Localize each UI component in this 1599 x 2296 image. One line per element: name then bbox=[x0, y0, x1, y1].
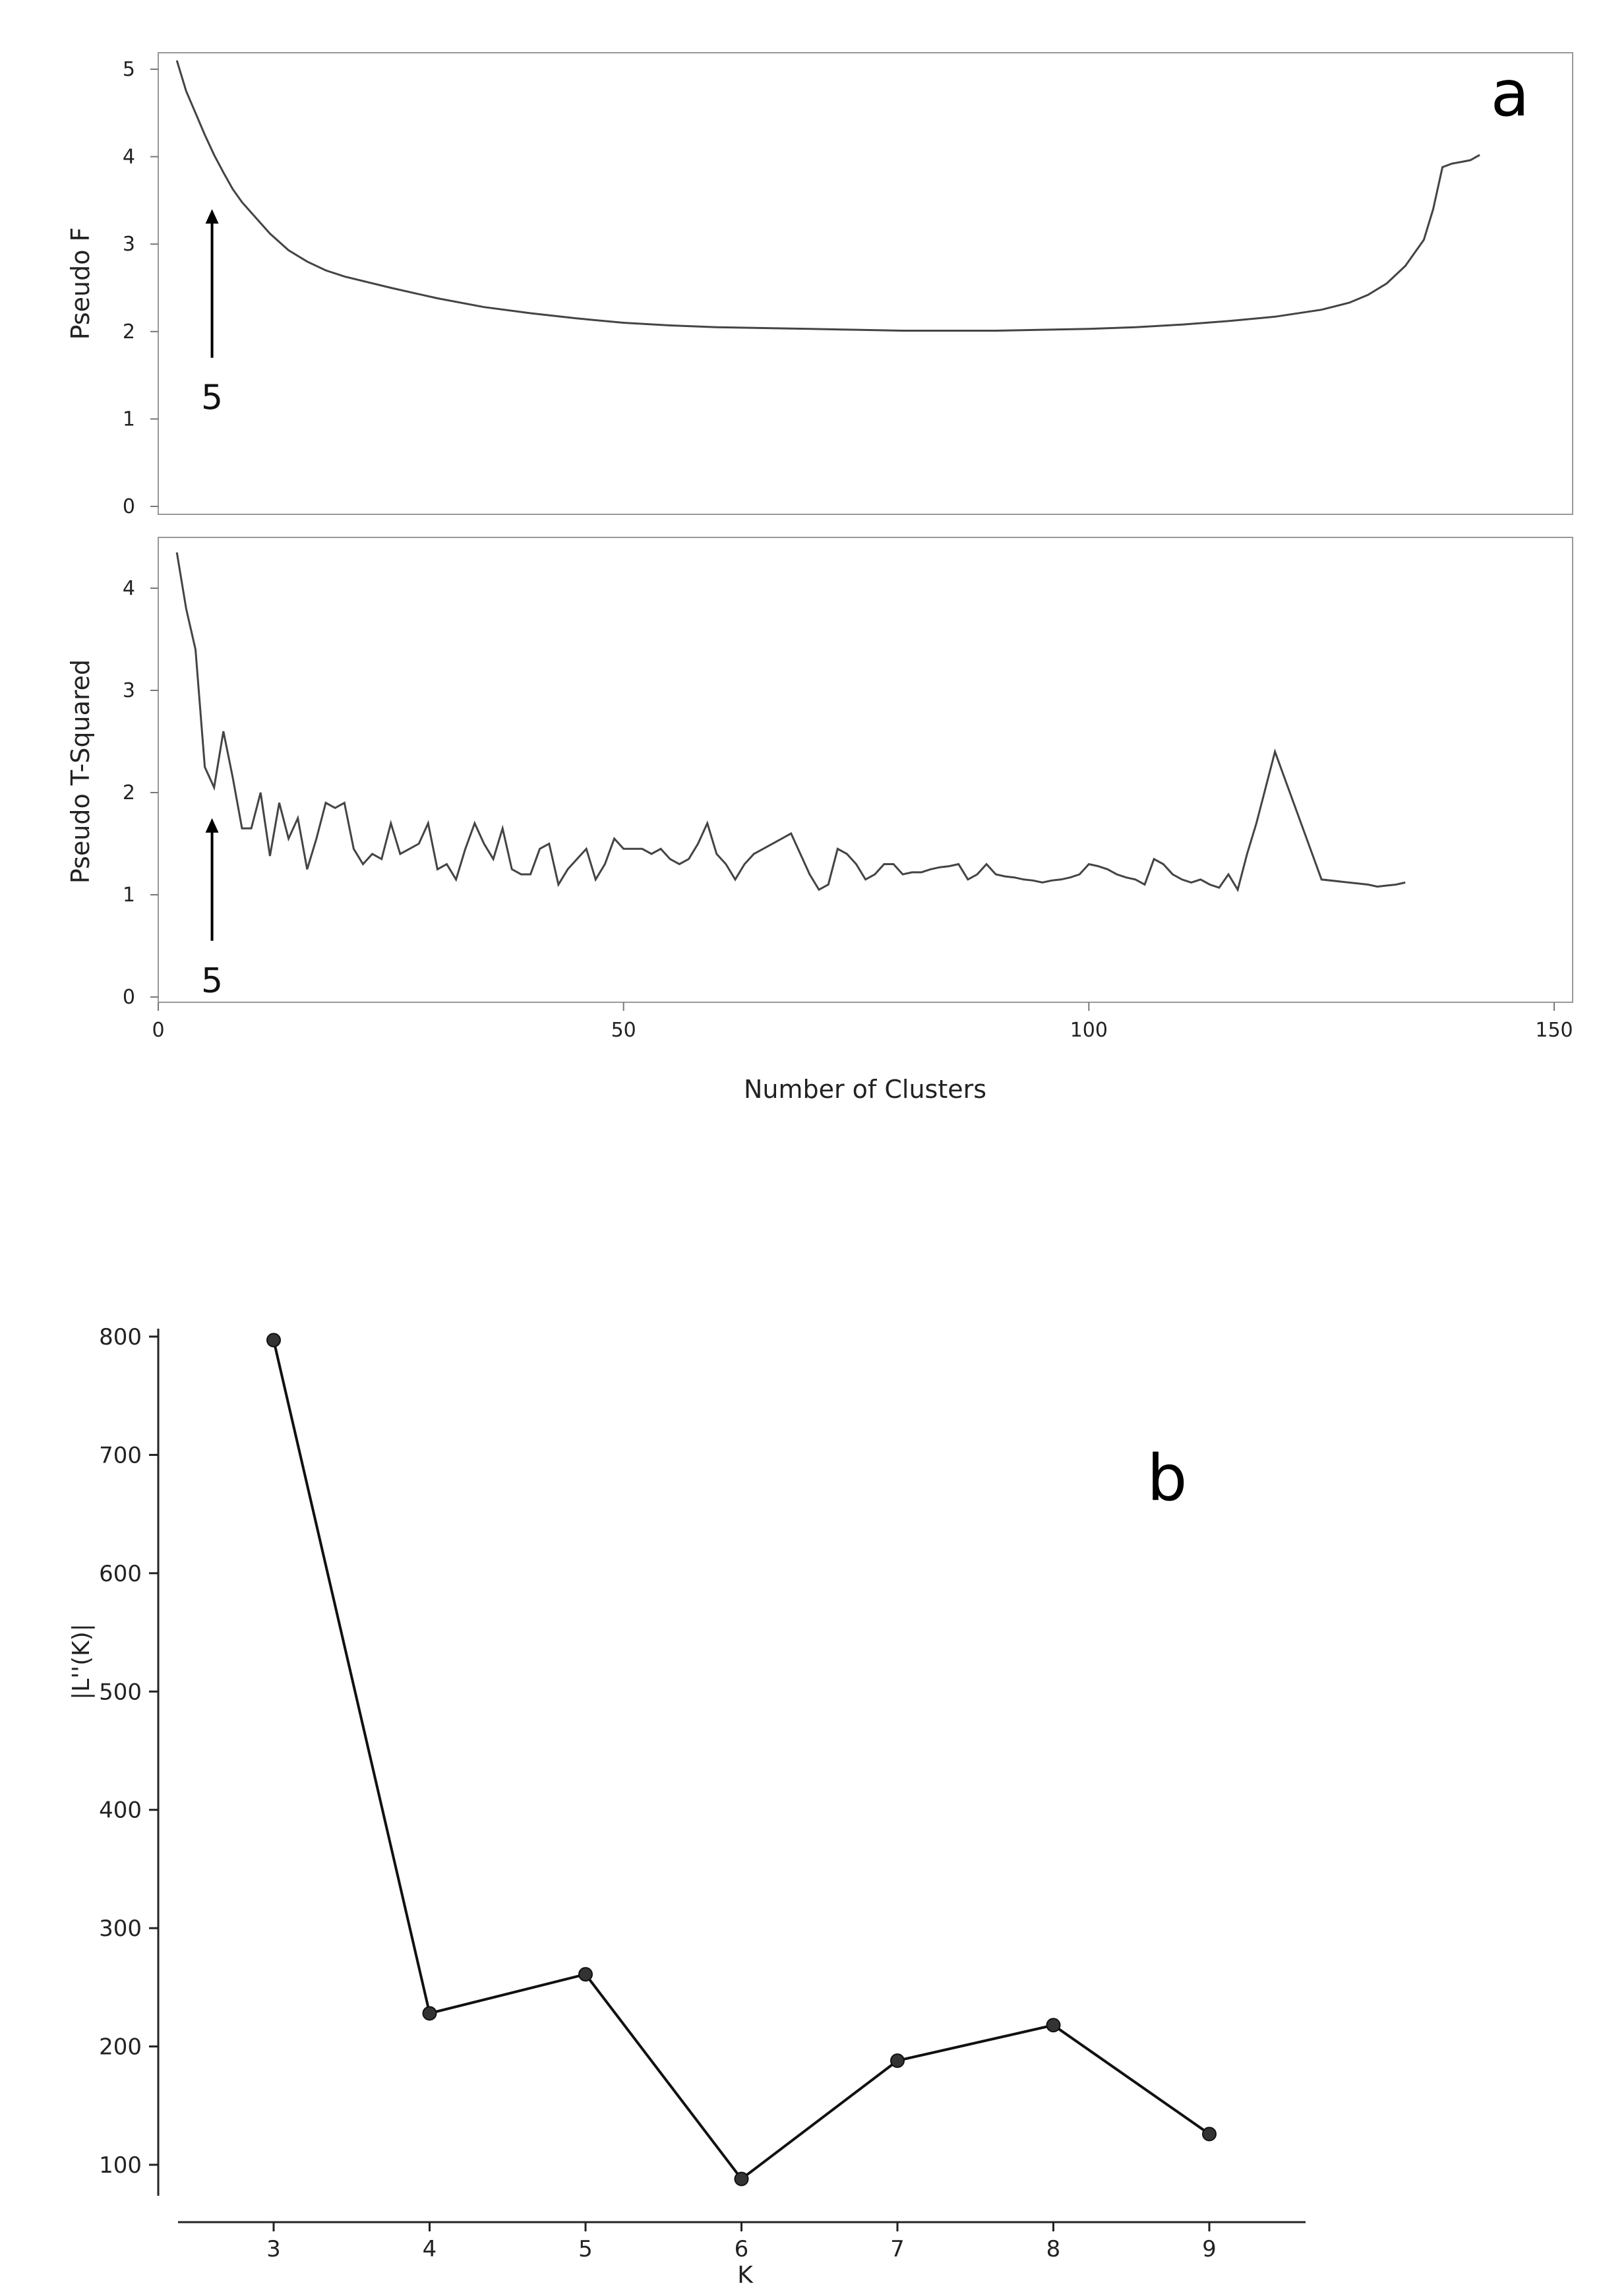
b-y-tick-label: 100 bbox=[99, 2152, 142, 2179]
b-y-tick-label: 300 bbox=[99, 1916, 142, 1942]
panel-a-letter: a bbox=[1491, 57, 1530, 131]
b-y-tick-label: 700 bbox=[99, 1442, 142, 1468]
b-y-tick-label: 600 bbox=[99, 1561, 142, 1587]
y-tick-label: 1 bbox=[123, 884, 135, 907]
b-data-point bbox=[1202, 2127, 1217, 2142]
x-tick-label: 150 bbox=[1535, 1019, 1573, 1042]
x-tick-label: 0 bbox=[152, 1019, 164, 1042]
pseudo-t-squared-frame bbox=[158, 537, 1573, 1003]
b-data-point bbox=[734, 2171, 749, 2187]
b-y-tick-label: 500 bbox=[99, 1679, 142, 1705]
l-double-prime-k-chart: |L''(K)| K b 100 200 300 400 500 600 700 800 3 4… bbox=[68, 1324, 1306, 2289]
pseudo-f-subplot: Pseudo F a 0 1 2 3 4 5 5 bbox=[66, 52, 1573, 518]
annotation-arrow-head bbox=[205, 818, 219, 833]
y-tick-label: 4 bbox=[123, 146, 135, 169]
b-x-ticks: 3 4 5 6 7 8 9 bbox=[266, 2222, 1217, 2262]
pseudo-t-squared-x-ticks: 0 50 100 150 bbox=[152, 1002, 1573, 1042]
annotation-arrow-head bbox=[205, 209, 219, 224]
b-x-axis-label: K bbox=[737, 2262, 754, 2289]
b-x-tick-label: 7 bbox=[890, 2236, 905, 2262]
y-tick-label: 2 bbox=[123, 320, 135, 344]
b-data-point bbox=[1046, 2018, 1061, 2033]
pseudo-f-y-ticks: 0 1 2 3 4 5 bbox=[123, 58, 158, 518]
b-y-tick-label: 400 bbox=[99, 1798, 142, 1824]
pseudo-f-series-line bbox=[175, 60, 1480, 332]
b-data-point bbox=[890, 2053, 905, 2069]
y-tick-label: 0 bbox=[123, 495, 135, 518]
b-x-tick-label: 4 bbox=[423, 2236, 437, 2262]
y-tick-label: 0 bbox=[123, 986, 135, 1009]
b-x-tick-label: 3 bbox=[266, 2236, 281, 2262]
pseudo-f-y-label: Pseudo F bbox=[66, 227, 95, 340]
b-x-tick-label: 9 bbox=[1202, 2236, 1217, 2262]
pseudo-t-squared-y-label: Pseudo T-Squared bbox=[66, 659, 95, 884]
x-tick-label: 50 bbox=[611, 1019, 636, 1042]
pseudo-t-squared-series-line bbox=[175, 552, 1406, 893]
pseudo-f-arrow: 5 bbox=[201, 209, 223, 418]
annotation-label: 5 bbox=[201, 378, 223, 418]
pseudo-f-frame bbox=[158, 52, 1573, 515]
pseudo-t-squared-arrow: 5 bbox=[201, 818, 223, 1001]
b-x-tick-label: 6 bbox=[735, 2236, 749, 2262]
annotation-label: 5 bbox=[201, 961, 223, 1001]
b-y-axis-label: |L''(K)| bbox=[68, 1623, 95, 1700]
pseudo-t-squared-subplot: Pseudo T-Squared 0 1 2 3 4 0 50 100 150 Number … bbox=[66, 537, 1573, 1104]
x-tick-label: 100 bbox=[1070, 1019, 1108, 1042]
panel-b-letter: b bbox=[1147, 1441, 1188, 1515]
y-tick-label: 2 bbox=[123, 781, 135, 804]
b-y-tick-label: 200 bbox=[99, 2034, 142, 2061]
number-of-clusters-x-label: Number of Clusters bbox=[744, 1075, 986, 1104]
b-data-point bbox=[266, 1333, 281, 1348]
b-series-points bbox=[266, 1333, 1217, 2187]
b-x-tick-label: 5 bbox=[578, 2236, 593, 2262]
b-data-point bbox=[578, 1967, 593, 1982]
b-y-ticks: 100 200 300 400 500 600 700 800 bbox=[99, 1324, 158, 2179]
b-series-line bbox=[272, 1339, 1211, 2181]
y-tick-label: 5 bbox=[123, 58, 135, 81]
y-tick-label: 3 bbox=[123, 233, 135, 256]
y-tick-label: 4 bbox=[123, 577, 135, 600]
y-tick-label: 1 bbox=[123, 408, 135, 431]
pseudo-t-squared-y-ticks: 0 1 2 3 4 bbox=[123, 577, 158, 1009]
b-x-tick-label: 8 bbox=[1046, 2236, 1061, 2262]
b-y-tick-label: 800 bbox=[99, 1324, 142, 1350]
y-tick-label: 3 bbox=[123, 679, 135, 702]
b-data-point bbox=[422, 2006, 437, 2021]
